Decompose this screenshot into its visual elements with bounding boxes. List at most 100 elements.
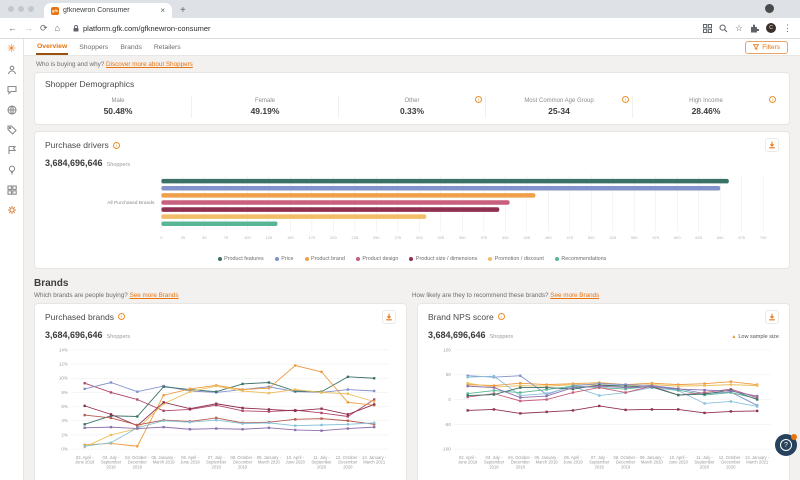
svg-text:-100: -100	[442, 446, 451, 451]
svg-text:14%: 14%	[59, 347, 68, 352]
see-more-brands-link[interactable]: See more Brands	[130, 292, 179, 299]
svg-text:75: 75	[224, 235, 229, 240]
tab-overview[interactable]: Overview	[36, 39, 68, 55]
window-controls[interactable]	[8, 0, 34, 18]
purchase-drivers-card: Purchase drivers i 3,684,696,646 Shopper…	[34, 131, 790, 269]
sidebar-item-brands[interactable]	[6, 124, 17, 135]
search-icon[interactable]	[719, 24, 728, 33]
download-icon	[768, 313, 776, 321]
legend-item: Product brand	[305, 256, 345, 262]
workspaces-icon[interactable]	[703, 24, 712, 33]
reload-icon[interactable]: ⟳	[40, 24, 48, 33]
svg-text:250: 250	[373, 235, 380, 240]
brands-questions: Which brands are people buying? See more…	[34, 292, 790, 299]
tab-brands[interactable]: Brands	[119, 40, 143, 54]
info-icon[interactable]: i	[498, 313, 505, 320]
svg-text:550: 550	[631, 235, 638, 240]
download-button[interactable]	[765, 138, 779, 152]
back-icon[interactable]: ←	[8, 24, 17, 33]
filters-button[interactable]: Filters	[745, 41, 788, 54]
sidebar-item-apps[interactable]	[6, 184, 17, 195]
info-icon[interactable]: i	[622, 96, 629, 103]
svg-text:300: 300	[416, 235, 423, 240]
svg-text:650: 650	[717, 235, 724, 240]
download-button[interactable]	[765, 310, 779, 324]
menu-kebab-icon[interactable]: ⋮	[783, 24, 792, 33]
info-icon[interactable]: i	[118, 313, 125, 320]
svg-text:400: 400	[502, 235, 509, 240]
address-bar[interactable]: platform.gfk.com/gfknewron-consumer	[67, 22, 696, 35]
help-button[interactable]: ?	[775, 434, 797, 456]
see-more-brands-link[interactable]: See more Brands	[550, 292, 599, 299]
purchased-brands-chart: 0%2%4%6%8%10%12%14%02. April -June 20180…	[45, 342, 396, 480]
tab-retailers[interactable]: Retailers	[153, 40, 182, 54]
home-icon[interactable]: ⌂	[55, 24, 60, 33]
brand-nps-chart: -100-5005010002. April -June 201803. Jul…	[428, 342, 779, 480]
svg-text:100: 100	[443, 347, 451, 352]
globe-icon	[7, 105, 17, 115]
stat-high-income: i High Income 28.46%	[632, 96, 779, 118]
browser-profile-badge[interactable]	[765, 4, 774, 13]
browser-tab[interactable]: gfk gfknewron Consumer ×	[44, 3, 172, 18]
sidebar-item-reports[interactable]	[6, 144, 17, 155]
svg-text:07. July -September2019: 07. July -September2019	[206, 455, 227, 470]
download-button[interactable]	[382, 310, 396, 324]
favicon: gfk	[51, 7, 59, 15]
new-tab-button[interactable]: +	[180, 5, 186, 18]
svg-text:0%: 0%	[61, 446, 67, 451]
svg-text:450: 450	[545, 235, 552, 240]
svg-text:100: 100	[244, 235, 251, 240]
purchase-drivers-legend: Product featuresPriceProduct brandProduc…	[45, 256, 779, 262]
svg-text:All Purchased Brands: All Purchased Brands	[107, 200, 155, 206]
nps-question: How likely are they to recommend these b…	[412, 292, 549, 299]
svg-text:10. April -June 2020: 10. April -June 2020	[286, 455, 306, 465]
svg-text:05. January -March 2019: 05. January -March 2019	[151, 455, 176, 465]
demographics-title: Shopper Demographics	[45, 79, 779, 89]
tab-title: gfknewron Consumer	[63, 7, 156, 14]
sidebar-item-markets[interactable]	[6, 104, 17, 115]
svg-text:325: 325	[438, 235, 445, 240]
download-icon	[768, 141, 776, 149]
help-question-icon: ?	[780, 439, 792, 451]
svg-text:10. April -June 2020: 10. April -June 2020	[669, 455, 689, 465]
extensions-icon[interactable]	[750, 24, 759, 33]
shoppers-count-label: Shoppers	[107, 162, 131, 168]
purchased-brands-title: Purchased brands	[45, 312, 114, 322]
svg-text:0: 0	[448, 397, 451, 402]
forward-icon[interactable]: →	[24, 24, 33, 33]
sidebar-item-insights[interactable]	[6, 164, 17, 175]
info-icon[interactable]: i	[769, 96, 776, 103]
chat-bubble-icon	[7, 85, 17, 95]
tab-shoppers[interactable]: Shoppers	[78, 40, 109, 54]
svg-text:13. January -March 2021: 13. January -March 2021	[362, 455, 387, 465]
svg-text:13. January -March 2021: 13. January -March 2021	[745, 455, 770, 465]
sidebar-item-shoppers[interactable]	[6, 64, 17, 75]
info-icon[interactable]: i	[475, 96, 482, 103]
purchased-brands-card: Purchased brands i 3,684,696,646 Shopper…	[34, 303, 407, 480]
browser-tabstrip: gfk gfknewron Consumer × +	[0, 0, 800, 18]
tab-close-icon[interactable]: ×	[160, 7, 165, 15]
shoppers-count-label: Shoppers	[490, 334, 514, 340]
svg-text:12. October -December2020: 12. October -December2020	[336, 455, 361, 470]
brand-nps-card: Brand NPS score i 3,684,696,646 Shoppers…	[417, 303, 790, 480]
sidebar-item-feedback[interactable]	[6, 84, 17, 95]
page-tabs: Overview Shoppers Brands Retailers Filte…	[24, 39, 800, 56]
stat-age-group: i Most Common Age Group 25-34	[485, 96, 632, 118]
warning-triangle-icon: ▲	[731, 334, 736, 340]
bookmark-star-icon[interactable]: ☆	[735, 24, 743, 33]
info-icon[interactable]: i	[113, 142, 120, 149]
svg-text:02. April -June 2018: 02. April -June 2018	[458, 455, 478, 465]
brands-section-title: Brands	[34, 278, 790, 289]
purchase-drivers-title: Purchase drivers	[45, 140, 109, 150]
flag-icon	[7, 145, 17, 155]
stat-male: Male 50.48%	[45, 96, 191, 118]
svg-text:12%: 12%	[59, 362, 68, 367]
svg-text:8%: 8%	[61, 390, 67, 395]
discover-shoppers-link[interactable]: Discover more about Shoppers	[106, 61, 193, 68]
svg-text:150: 150	[287, 235, 294, 240]
brand-nps-title: Brand NPS score	[428, 312, 494, 322]
svg-text:08. October -December2019: 08. October -December2019	[613, 455, 638, 470]
profile-avatar[interactable]: C	[766, 23, 776, 33]
svg-text:575: 575	[652, 235, 659, 240]
sidebar-item-settings[interactable]	[6, 204, 17, 215]
